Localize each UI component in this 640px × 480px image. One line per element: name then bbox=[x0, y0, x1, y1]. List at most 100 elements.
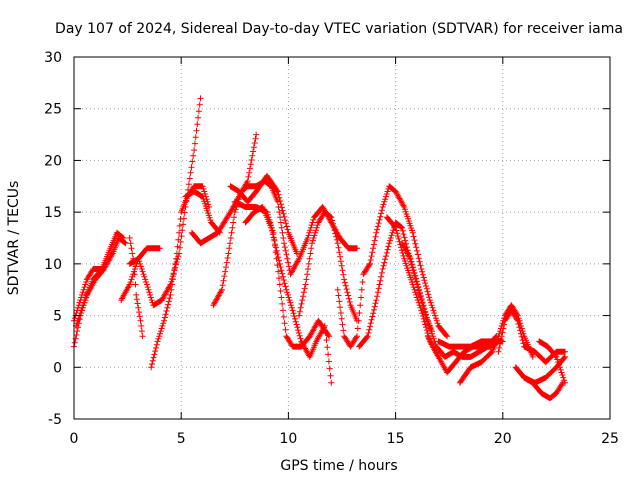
data-point bbox=[268, 224, 282, 264]
data-point bbox=[334, 240, 347, 278]
data-point bbox=[214, 220, 227, 236]
data-point bbox=[261, 178, 274, 189]
data-point bbox=[287, 257, 302, 278]
x-tick-label: 25 bbox=[601, 431, 619, 447]
data-point bbox=[135, 255, 149, 285]
data-point bbox=[137, 317, 145, 335]
y-tick-label: -5 bbox=[48, 412, 62, 428]
series-track-3 bbox=[73, 229, 127, 329]
data-point bbox=[126, 256, 141, 267]
data-point bbox=[336, 235, 351, 251]
axis-ticks: 0 5 10 15 20 25 -5 0 5 10 15 20 25 30 bbox=[44, 50, 619, 447]
data-point bbox=[206, 204, 213, 210]
data-point bbox=[197, 95, 204, 102]
data-point bbox=[298, 338, 313, 359]
y-axis-label: SDTVAR / TECUs bbox=[6, 181, 22, 296]
data-point bbox=[354, 245, 360, 252]
data-point bbox=[191, 101, 203, 154]
data-point bbox=[508, 302, 520, 318]
data-point bbox=[444, 360, 458, 376]
x-axis-label: GPS time / hours bbox=[280, 458, 397, 474]
data-point bbox=[199, 183, 212, 208]
data-point bbox=[467, 359, 484, 371]
data-point bbox=[109, 236, 122, 257]
data-point bbox=[289, 307, 304, 342]
x-tick-label: 10 bbox=[279, 431, 297, 447]
series-track-7 bbox=[148, 183, 213, 371]
chart-title: Day 107 of 2024, Sidereal Day-to-day VTE… bbox=[55, 21, 623, 37]
y-tick-label: 0 bbox=[53, 360, 62, 376]
data-point bbox=[244, 189, 259, 205]
data-point bbox=[283, 333, 295, 349]
data-point bbox=[244, 135, 259, 185]
data-point bbox=[158, 283, 173, 304]
data-point bbox=[407, 255, 422, 290]
data-point bbox=[478, 349, 495, 366]
data-point bbox=[341, 276, 353, 305]
data-point bbox=[173, 216, 184, 257]
data-point bbox=[167, 255, 180, 298]
data-point bbox=[444, 333, 451, 340]
data-point bbox=[401, 204, 415, 234]
y-tick-label: 15 bbox=[44, 205, 62, 221]
data-point bbox=[379, 243, 392, 272]
plot-frame bbox=[73, 56, 611, 420]
data-point bbox=[562, 353, 568, 360]
data-point bbox=[306, 340, 319, 360]
data-point bbox=[386, 183, 398, 194]
data-point bbox=[521, 343, 538, 355]
data-point bbox=[433, 343, 448, 359]
data-point bbox=[347, 334, 360, 350]
y-tick-label: 5 bbox=[53, 309, 62, 325]
data-point bbox=[456, 365, 473, 386]
data-point bbox=[416, 286, 430, 321]
series-track-27 bbox=[536, 338, 568, 386]
data-point bbox=[150, 297, 164, 309]
y-tick-label: 10 bbox=[44, 257, 62, 273]
series-track-1 bbox=[71, 235, 129, 350]
data-point bbox=[268, 183, 280, 203]
data-point bbox=[197, 235, 212, 247]
data-point bbox=[467, 338, 484, 350]
data-point bbox=[274, 188, 291, 233]
data-point bbox=[98, 247, 113, 272]
y-tick-label: 30 bbox=[44, 50, 62, 66]
data-point bbox=[161, 295, 173, 324]
data-point bbox=[392, 188, 407, 209]
data-point bbox=[529, 353, 536, 360]
data-point bbox=[409, 229, 424, 269]
data-point bbox=[182, 189, 197, 200]
data-point bbox=[435, 353, 450, 374]
data-point bbox=[231, 198, 248, 210]
data-point bbox=[139, 333, 146, 340]
data-point bbox=[281, 240, 293, 274]
series-track-13 bbox=[242, 204, 335, 386]
data-point bbox=[401, 255, 415, 286]
data-point bbox=[133, 291, 143, 320]
data-point bbox=[113, 229, 126, 241]
data-point bbox=[251, 204, 265, 216]
data-point bbox=[148, 341, 160, 371]
series-track-8 bbox=[182, 188, 223, 236]
data-point bbox=[283, 286, 295, 311]
data-point bbox=[360, 262, 373, 278]
data-point bbox=[120, 235, 127, 241]
series-track-18 bbox=[366, 183, 451, 340]
data-point bbox=[296, 285, 308, 319]
data-point bbox=[373, 269, 385, 304]
data-point bbox=[399, 240, 413, 261]
data-point bbox=[302, 245, 315, 288]
data-point bbox=[191, 188, 205, 200]
data-point bbox=[426, 297, 441, 327]
data-point bbox=[373, 207, 385, 236]
data-point bbox=[143, 281, 156, 306]
data-point bbox=[154, 320, 167, 345]
data-point bbox=[542, 365, 559, 381]
data-point bbox=[334, 286, 347, 334]
data-point bbox=[354, 279, 366, 340]
data-point bbox=[156, 245, 163, 252]
data-point bbox=[544, 343, 559, 359]
y-tick-label: 20 bbox=[44, 153, 62, 169]
data-point bbox=[199, 193, 214, 224]
data-point bbox=[514, 317, 527, 347]
